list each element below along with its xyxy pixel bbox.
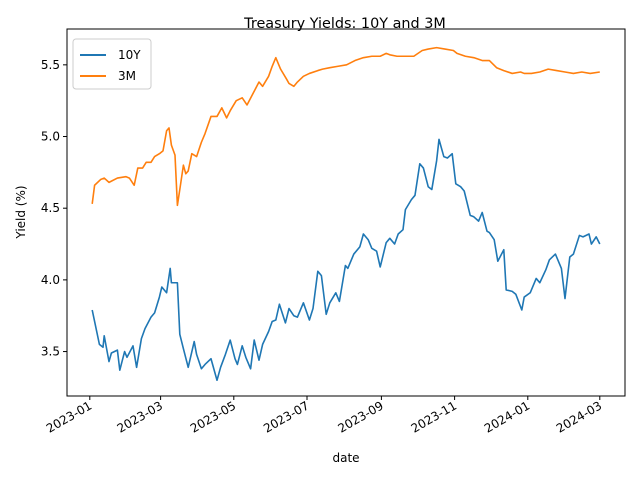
x-axis-label: date <box>332 451 359 465</box>
chart-title: Treasury Yields: 10Y and 3M <box>243 16 446 32</box>
y-axis-label: Yield (%) <box>14 185 28 239</box>
legend-frame <box>72 38 152 90</box>
series-line-3m <box>91 46 600 207</box>
y-tick-label: 5.0 <box>41 130 60 144</box>
y-tick-label: 4.5 <box>41 201 60 215</box>
y-tick-label: 4.0 <box>41 273 60 287</box>
legend-label-3m: 3M <box>118 69 136 83</box>
series-line-10y <box>91 138 601 382</box>
series-layer <box>91 46 601 382</box>
legend: 10Y 3M <box>72 38 152 90</box>
y-tick-label: 5.5 <box>41 58 60 72</box>
legend-label-10y: 10Y <box>118 48 141 62</box>
axes-frame <box>66 28 626 397</box>
y-tick-label: 3.5 <box>41 345 60 359</box>
y-axis: 3.5 4.0 4.5 5.0 5.5 <box>41 58 67 359</box>
